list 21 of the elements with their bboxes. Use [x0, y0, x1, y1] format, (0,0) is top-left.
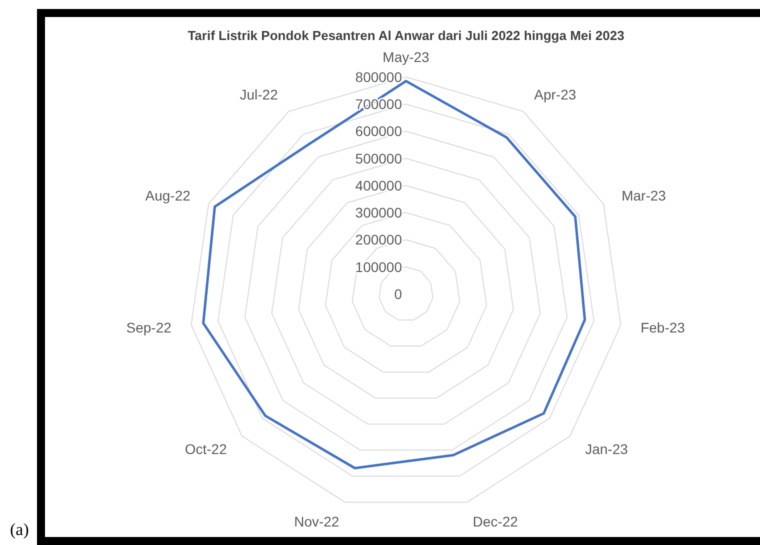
spoke-label: Oct-22 — [184, 441, 228, 458]
y-tick-label: 200000 — [355, 232, 402, 248]
y-tick-label: 0 — [394, 286, 402, 302]
y-tick-label: 100000 — [355, 258, 402, 275]
spoke-label: Dec-22 — [472, 513, 518, 530]
y-tick-label: 500000 — [355, 150, 402, 166]
spoke-label: Sep-22 — [126, 320, 172, 336]
y-tick-label: 400000 — [355, 177, 402, 194]
text: (a) — [10, 520, 29, 539]
spoke-label: May-23 — [382, 48, 430, 65]
spoke-label: Jan-23 — [585, 441, 628, 458]
spoke-label: Apr-23 — [534, 86, 576, 103]
y-tick-label: 600000 — [355, 123, 402, 140]
spoke-label: Feb-23 — [640, 320, 686, 336]
spoke-label: Jul-22 — [240, 86, 278, 103]
spoke-label: Aug-22 — [145, 187, 191, 204]
y-tick-label: 800000 — [355, 68, 402, 85]
spoke-label: Mar-23 — [622, 187, 666, 204]
y-tick-label: 300000 — [355, 204, 402, 221]
chart-title: Tarif Listrik Pondok Pesantren Al Anwar dari Juli 2022 hingga Mei 2023 — [188, 28, 624, 43]
spoke-label: Nov-22 — [294, 513, 340, 530]
